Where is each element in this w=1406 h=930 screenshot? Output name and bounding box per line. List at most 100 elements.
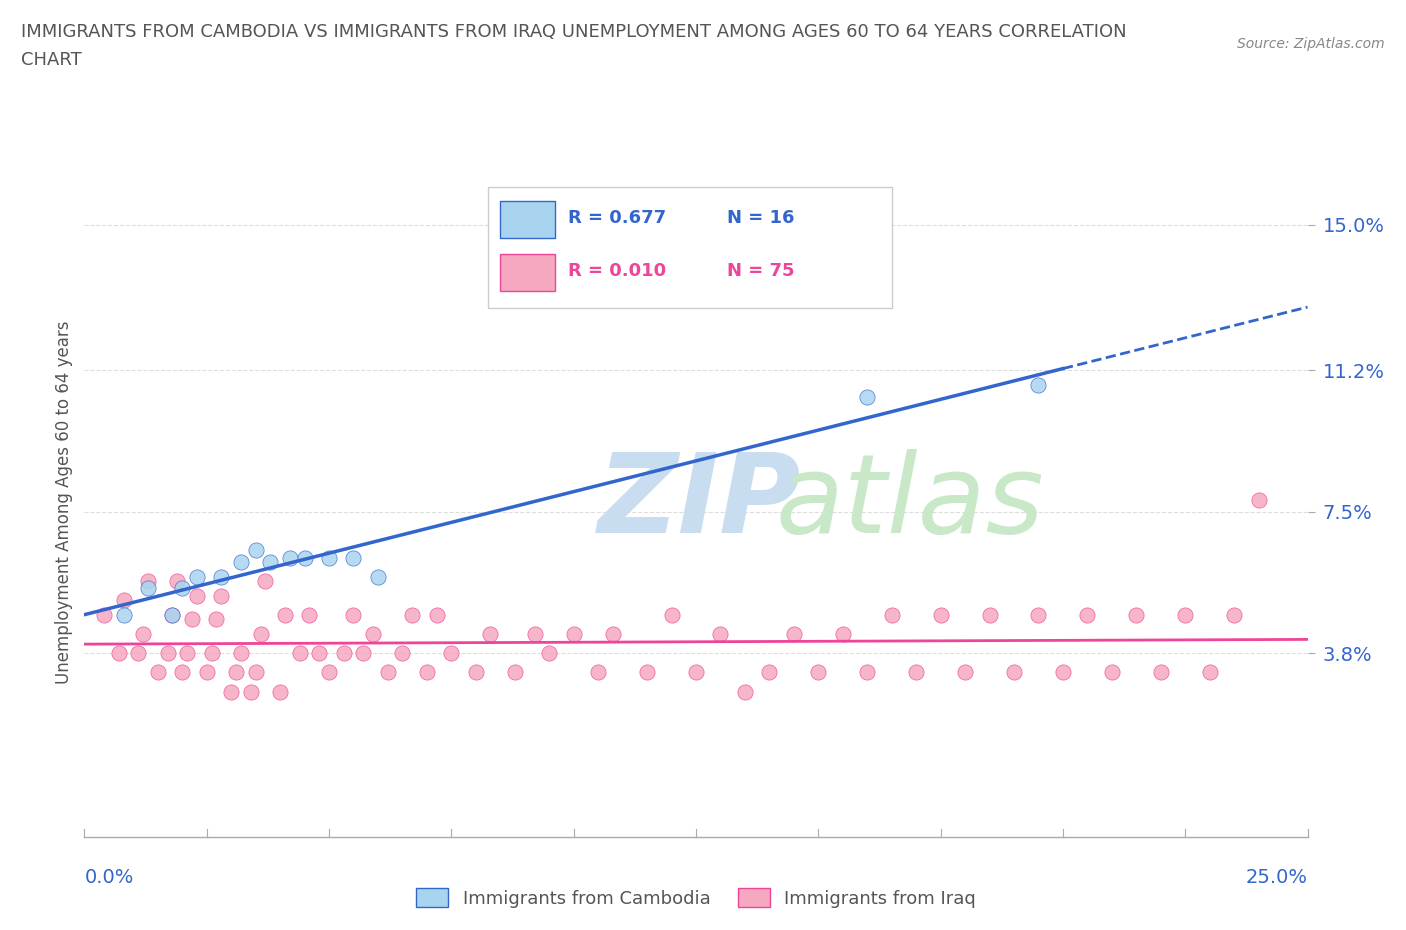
- Text: IMMIGRANTS FROM CAMBODIA VS IMMIGRANTS FROM IRAQ UNEMPLOYMENT AMONG AGES 60 TO 6: IMMIGRANTS FROM CAMBODIA VS IMMIGRANTS F…: [21, 23, 1126, 41]
- Point: [229, 646, 252, 661]
- Point: [245, 542, 267, 557]
- Point: [239, 684, 262, 699]
- Point: [709, 627, 731, 642]
- Point: [219, 684, 242, 699]
- Point: [1052, 665, 1074, 680]
- Point: [136, 573, 159, 588]
- Text: 0.0%: 0.0%: [84, 868, 134, 886]
- Point: [1223, 607, 1246, 622]
- Point: [1150, 665, 1173, 680]
- Point: [308, 646, 330, 661]
- Point: [318, 665, 340, 680]
- Point: [426, 607, 449, 622]
- Point: [172, 581, 194, 596]
- Point: [156, 646, 179, 661]
- Point: [249, 627, 271, 642]
- Point: [269, 684, 291, 699]
- Point: [929, 607, 952, 622]
- Point: [562, 627, 585, 642]
- Point: [146, 665, 169, 680]
- Point: [259, 554, 281, 569]
- Text: 25.0%: 25.0%: [1246, 868, 1308, 886]
- Point: [245, 665, 267, 680]
- Point: [636, 665, 658, 680]
- Point: [278, 551, 301, 565]
- Point: [953, 665, 976, 680]
- Point: [602, 627, 624, 642]
- Point: [905, 665, 928, 680]
- Text: N = 75: N = 75: [727, 262, 794, 280]
- Point: [479, 627, 502, 642]
- Point: [332, 646, 354, 661]
- Point: [225, 665, 247, 680]
- Point: [391, 646, 413, 661]
- Point: [93, 607, 115, 622]
- Point: [205, 611, 228, 626]
- Point: [195, 665, 218, 680]
- Point: [274, 607, 297, 622]
- Text: Source: ZipAtlas.com: Source: ZipAtlas.com: [1237, 37, 1385, 51]
- Point: [166, 573, 188, 588]
- Point: [783, 627, 806, 642]
- Point: [127, 646, 149, 661]
- Point: [318, 551, 340, 565]
- Point: [186, 569, 208, 584]
- Point: [979, 607, 1001, 622]
- Point: [298, 607, 321, 622]
- Point: [880, 607, 903, 622]
- Bar: [501, 201, 555, 238]
- Point: [807, 665, 830, 680]
- Point: [1028, 607, 1050, 622]
- Point: [586, 665, 609, 680]
- Point: [464, 665, 486, 680]
- Point: [367, 569, 389, 584]
- Point: [523, 627, 546, 642]
- Legend: Immigrants from Cambodia, Immigrants from Iraq: Immigrants from Cambodia, Immigrants fro…: [409, 882, 983, 915]
- Point: [209, 589, 232, 604]
- Point: [1028, 379, 1050, 393]
- Point: [342, 551, 364, 565]
- Point: [112, 607, 135, 622]
- Point: [294, 551, 316, 565]
- Point: [1198, 665, 1220, 680]
- Point: [377, 665, 399, 680]
- Point: [538, 646, 561, 661]
- Point: [1076, 607, 1098, 622]
- Point: [440, 646, 463, 661]
- Point: [1247, 493, 1270, 508]
- Point: [856, 390, 879, 405]
- Text: N = 16: N = 16: [727, 208, 794, 227]
- Point: [254, 573, 277, 588]
- Point: [831, 627, 853, 642]
- Point: [661, 607, 683, 622]
- Point: [200, 646, 222, 661]
- Point: [181, 611, 204, 626]
- Point: [361, 627, 384, 642]
- Text: atlas: atlas: [776, 448, 1045, 556]
- Point: [503, 665, 526, 680]
- Point: [401, 607, 423, 622]
- Y-axis label: Unemployment Among Ages 60 to 64 years: Unemployment Among Ages 60 to 64 years: [55, 321, 73, 684]
- Point: [685, 665, 707, 680]
- Point: [734, 684, 756, 699]
- Point: [186, 589, 208, 604]
- Bar: [501, 255, 555, 291]
- Text: R = 0.010: R = 0.010: [568, 262, 665, 280]
- Point: [1101, 665, 1123, 680]
- Point: [176, 646, 198, 661]
- Point: [342, 607, 364, 622]
- Point: [758, 665, 780, 680]
- Text: ZIP: ZIP: [598, 448, 801, 556]
- Point: [856, 665, 879, 680]
- Point: [1002, 665, 1025, 680]
- Point: [107, 646, 129, 661]
- Point: [1125, 607, 1147, 622]
- Point: [209, 569, 232, 584]
- Point: [112, 592, 135, 607]
- Point: [416, 665, 439, 680]
- Point: [162, 607, 184, 622]
- Point: [229, 554, 252, 569]
- Point: [352, 646, 374, 661]
- Point: [1174, 607, 1197, 622]
- Point: [162, 607, 184, 622]
